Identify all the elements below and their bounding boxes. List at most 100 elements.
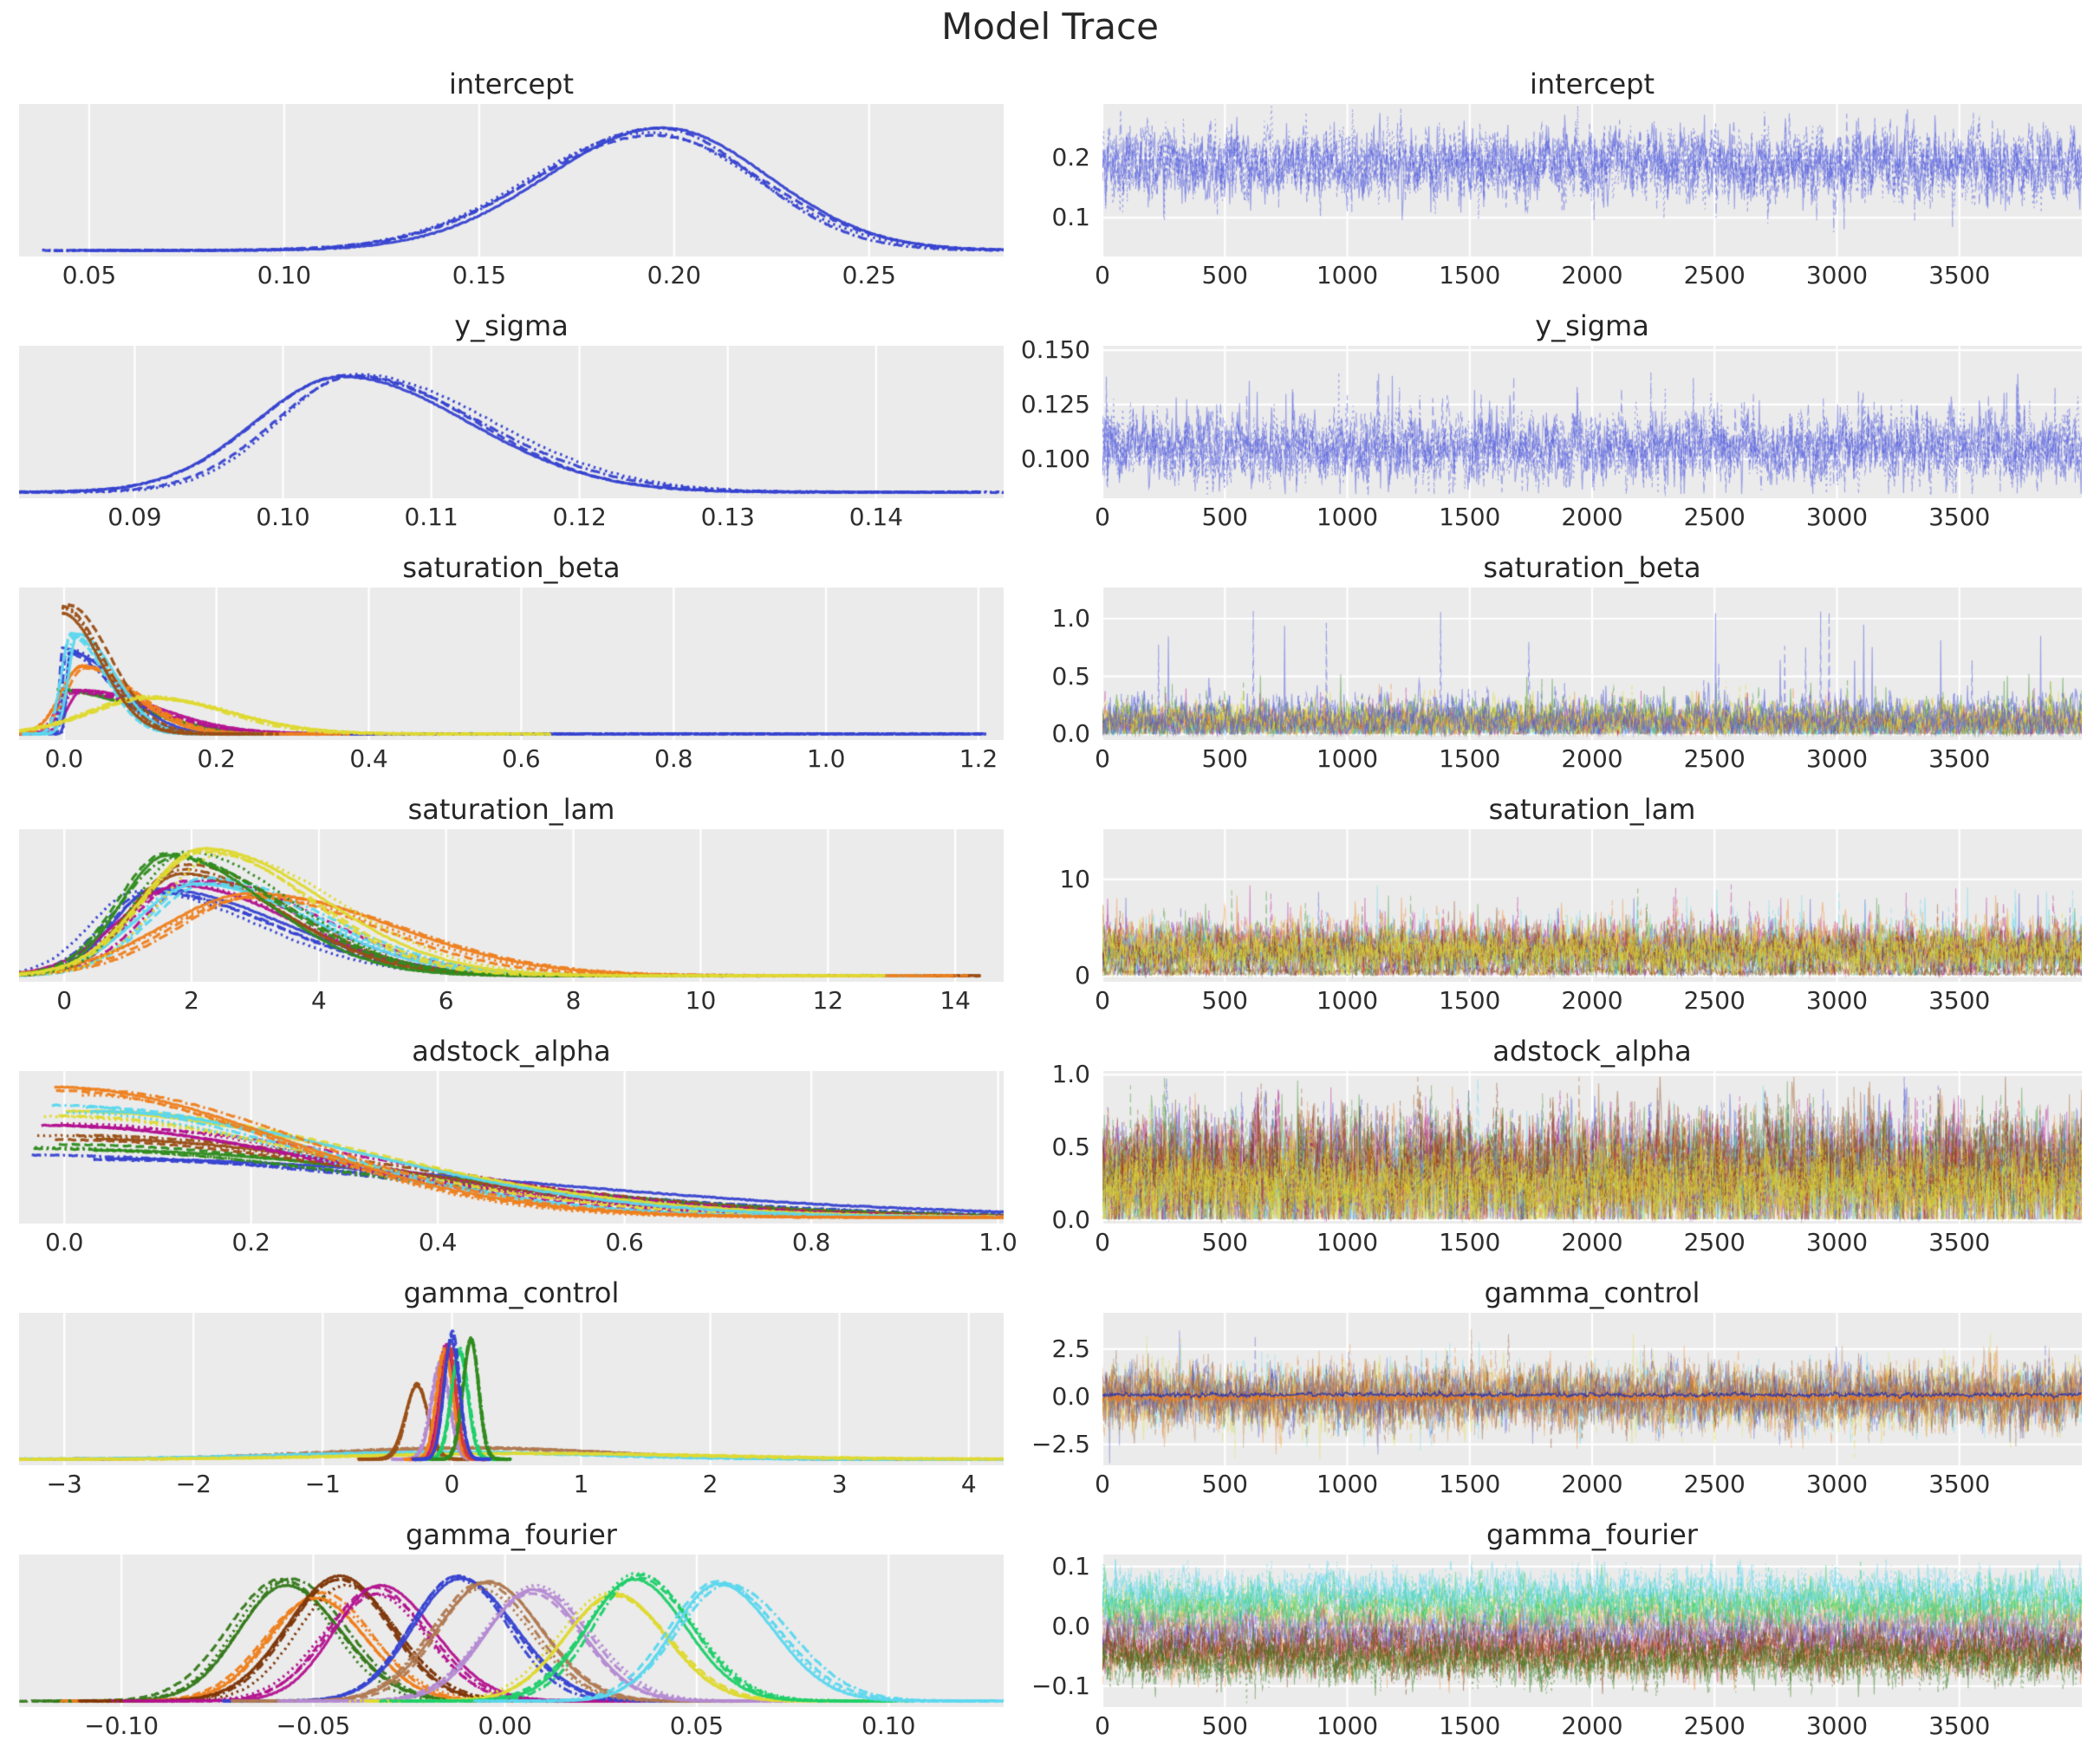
x-tick-label: 500 [1201, 261, 1248, 289]
x-tick-label: 3000 [1805, 1711, 1869, 1740]
x-tick-label: 0 [1095, 1470, 1110, 1498]
subplot-title-adstock_alpha: adstock_alpha [1492, 1035, 1692, 1068]
x-tick-label: 1.2 [959, 744, 998, 773]
x-tick-label: 3500 [1928, 744, 1991, 773]
x-tick-label: 0.10 [861, 1711, 916, 1740]
x-tick-label: −2 [175, 1470, 211, 1498]
chart-canvas [19, 588, 1004, 740]
x-tick-label: 2500 [1683, 1470, 1746, 1498]
x-tick-label: 14 [939, 986, 972, 1015]
chart-canvas [19, 346, 1004, 498]
x-tick-label: 3500 [1928, 1228, 1991, 1256]
x-tick-label: 2 [184, 986, 199, 1015]
x-tick-label: 0 [444, 1470, 460, 1498]
subplot-title-y_sigma: y_sigma [1535, 309, 1649, 342]
x-tick-label: 1 [573, 1470, 589, 1498]
x-tick-label: 1000 [1316, 1711, 1379, 1740]
x-tick-label: 3500 [1928, 986, 1991, 1015]
x-tick-label: 0.0 [44, 744, 84, 773]
subplot-title-gamma_fourier: gamma_fourier [406, 1518, 617, 1551]
y-tick-label: 0.5 [1051, 661, 1090, 691]
y-tick-label: 0.0 [1051, 1204, 1090, 1234]
x-tick-label: 3500 [1928, 261, 1991, 289]
y-tick-label: 0.1 [1051, 1551, 1090, 1581]
x-tick-label: 0.09 [107, 503, 162, 531]
subplot-title-y_sigma: y_sigma [454, 309, 569, 342]
x-tick-label: 1500 [1439, 1228, 1501, 1256]
subplot-title-gamma_control: gamma_control [1484, 1276, 1700, 1309]
y-tick-label: 0.2 [1051, 143, 1090, 172]
x-tick-label: 1000 [1316, 503, 1379, 531]
x-tick-label: 0.4 [349, 744, 388, 773]
y-tick-label: 0.1 [1051, 203, 1090, 232]
x-tick-label: 0.13 [700, 503, 755, 531]
x-tick-label: 3000 [1805, 503, 1869, 531]
x-tick-label: 2500 [1683, 986, 1746, 1015]
chart-canvas [1102, 104, 2082, 256]
x-tick-label: 10 [685, 986, 717, 1015]
y-tick-label: 0.0 [1051, 1381, 1090, 1411]
x-tick-label: 2500 [1683, 1228, 1746, 1256]
x-tick-label: 2000 [1561, 261, 1623, 289]
x-tick-label: 2000 [1561, 1228, 1623, 1256]
x-tick-label: −1 [304, 1470, 341, 1498]
x-tick-label: −0.05 [276, 1711, 351, 1740]
x-tick-label: 2500 [1683, 744, 1746, 773]
x-tick-label: 0.6 [502, 744, 541, 773]
x-tick-label: 1.0 [806, 744, 846, 773]
panel-adstock_alpha-trace: adstock_alpha 0 500 1000 1500 2000 2500 3000 350… [1051, 1035, 2082, 1262]
x-tick-label: 500 [1201, 744, 1248, 773]
panel-gamma_fourier-trace: gamma_fourier 0 500 1000 1500 2000 2500 3000 350… [1031, 1518, 2082, 1745]
panel-saturation_beta-trace: saturation_beta 0 500 1000 1500 2000 2500 3000 3… [1051, 551, 2082, 778]
chart-canvas [1102, 1313, 2082, 1465]
x-tick-label: 0 [1095, 261, 1110, 289]
x-tick-label: 1500 [1439, 1470, 1501, 1498]
figure-title: Model Trace [941, 5, 1159, 48]
x-tick-label: 0.0 [44, 1228, 84, 1256]
y-tick-label: 10 [1059, 864, 1090, 893]
x-tick-label: 0.4 [418, 1228, 458, 1256]
chart-canvas [19, 1313, 1004, 1465]
panel-intercept-trace: intercept 0 500 1000 1500 2000 2500 3000 3500 0.2… [1051, 68, 2082, 295]
panel-saturation_lam-trace: saturation_lam 0 500 1000 1500 2000 2500 3000 35… [1059, 793, 2082, 1020]
x-tick-label: 1000 [1316, 1228, 1379, 1256]
x-tick-label: 3000 [1805, 744, 1869, 773]
y-tick-label: 0.5 [1051, 1133, 1090, 1161]
panel-intercept-kde: intercept 0.05 0.10 0.15 0.20 0.25 [19, 68, 1004, 295]
panel-y_sigma-trace: y_sigma 0 500 1000 1500 2000 2500 3000 3500 0.150… [1021, 309, 2082, 536]
x-tick-label: 500 [1201, 503, 1248, 531]
x-tick-label: 12 [812, 986, 844, 1015]
x-tick-label: 1500 [1439, 744, 1501, 773]
x-tick-label: 1500 [1439, 986, 1501, 1015]
panel-saturation_lam-kde: saturation_lam 0 2 4 6 8 10 12 14 [19, 793, 1004, 1020]
subplot-title-saturation_lam: saturation_lam [1488, 793, 1696, 826]
chart-canvas [1102, 829, 2082, 982]
chart-canvas [1102, 588, 2082, 740]
x-tick-label: 0.8 [791, 1228, 831, 1256]
y-tick-label: 0.0 [1051, 1611, 1090, 1640]
x-tick-label: 0.10 [257, 261, 312, 289]
chart-canvas [19, 829, 1004, 982]
x-tick-label: 0 [1095, 503, 1110, 531]
y-tick-label: −0.1 [1031, 1671, 1090, 1700]
x-tick-label: −3 [46, 1470, 82, 1498]
panel-gamma_control-trace: gamma_control 0 500 1000 1500 2000 2500 3000 350… [1031, 1276, 2082, 1503]
x-tick-label: 0.00 [478, 1711, 532, 1740]
subplot-title-intercept: intercept [449, 68, 574, 101]
x-tick-label: 0 [1095, 1228, 1110, 1256]
x-tick-label: 0.12 [552, 503, 607, 531]
x-tick-label: 4 [310, 986, 327, 1015]
subplot-title-intercept: intercept [1530, 68, 1655, 101]
y-tick-label: 0.150 [1020, 335, 1090, 365]
x-tick-label: 0.14 [848, 503, 904, 531]
y-tick-label: −2.5 [1031, 1429, 1090, 1458]
x-tick-label: 1000 [1316, 744, 1379, 773]
x-tick-label: 0.05 [62, 261, 117, 289]
subplot-title-saturation_beta: saturation_beta [402, 551, 621, 584]
panel-saturation_beta-kde: saturation_beta 0.0 0.2 0.4 0.6 0.8 1.0 1.2 [19, 551, 1004, 778]
x-tick-label: 1500 [1439, 261, 1501, 289]
y-tick-label: 0.100 [1020, 444, 1090, 473]
x-tick-label: 0.20 [647, 261, 701, 289]
x-tick-label: 1.0 [978, 1228, 1017, 1256]
